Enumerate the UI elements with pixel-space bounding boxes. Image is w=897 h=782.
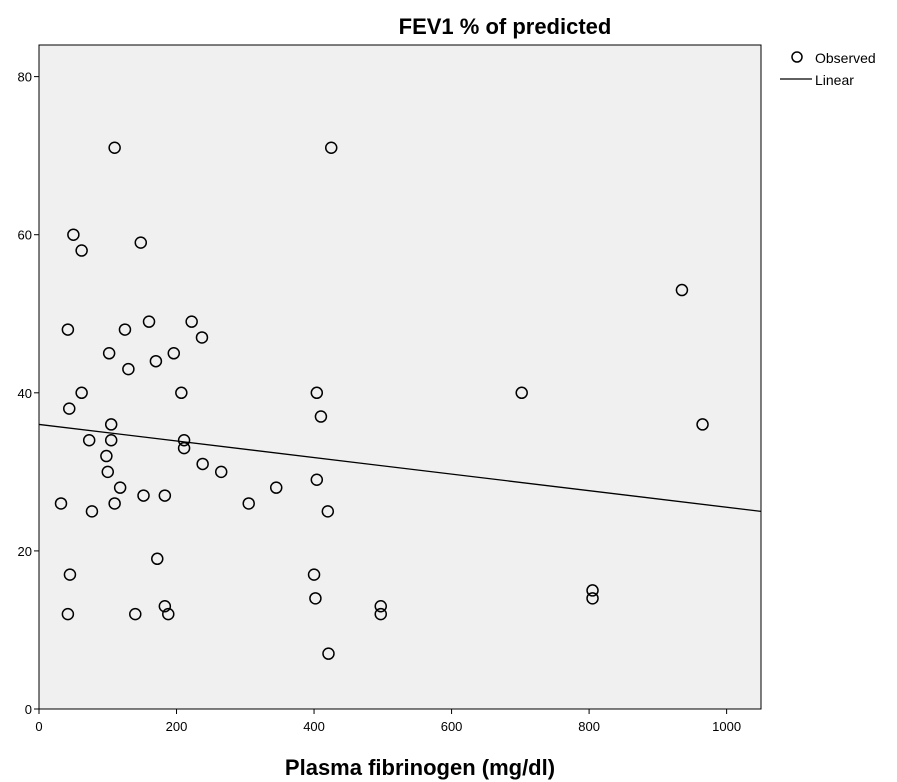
observed-point xyxy=(100,449,113,463)
observed-point xyxy=(122,362,135,376)
observed-point xyxy=(137,489,150,502)
legend-linear-label: Linear xyxy=(815,72,854,88)
observed-point xyxy=(310,473,324,487)
observed-point xyxy=(515,386,528,400)
observed-point xyxy=(75,386,88,400)
x-tick-label: 600 xyxy=(441,719,463,734)
chart-title: FEV1 % of predicted xyxy=(399,14,612,39)
observed-point xyxy=(82,433,96,447)
y-tick-label: 20 xyxy=(18,544,32,559)
observed-point xyxy=(177,441,191,455)
observed-point xyxy=(269,481,283,494)
x-axis-label: Plasma fibrinogen (mg/dl) xyxy=(285,755,555,780)
legend-observed-marker xyxy=(791,51,803,63)
observed-point xyxy=(75,244,88,257)
observed-point xyxy=(195,331,209,344)
observed-point xyxy=(54,497,68,510)
observed-point xyxy=(104,418,118,431)
x-tick-label: 400 xyxy=(303,719,325,734)
observed-point xyxy=(177,433,191,447)
legend: Observed Linear xyxy=(780,50,876,88)
observed-point xyxy=(149,354,163,368)
observed-point xyxy=(167,347,181,360)
observed-point xyxy=(696,418,709,431)
observed-point xyxy=(142,315,156,328)
observed-point xyxy=(586,592,599,605)
observed-point xyxy=(175,386,188,400)
observed-point xyxy=(63,402,76,415)
linear-fit-line xyxy=(38,423,762,513)
observed-point xyxy=(314,410,328,423)
observed-point xyxy=(67,228,80,241)
observed-point xyxy=(324,141,338,155)
observed-point xyxy=(108,497,121,510)
observed-point xyxy=(242,497,255,510)
observed-point xyxy=(129,607,142,621)
legend-observed-label: Observed xyxy=(815,50,876,66)
observed-point xyxy=(185,315,198,328)
y-tick-label: 60 xyxy=(18,228,32,243)
observed-point xyxy=(151,552,164,566)
observed-point xyxy=(61,323,75,336)
observed-point xyxy=(322,647,335,660)
y-tick-label: 40 xyxy=(18,386,32,401)
x-tick-label: 1000 xyxy=(712,719,741,734)
observed-point xyxy=(118,323,132,336)
observed-point xyxy=(374,599,387,613)
observed-point xyxy=(102,347,116,360)
fit-line-layer xyxy=(38,423,762,513)
observed-point xyxy=(101,465,115,479)
observed-point xyxy=(196,457,209,471)
observed-point xyxy=(108,141,121,155)
observed-point xyxy=(307,568,321,581)
observed-point xyxy=(104,433,118,447)
observed-point xyxy=(134,236,148,249)
y-tick-label: 0 xyxy=(25,702,32,717)
observed-point xyxy=(321,505,335,518)
x-tick-label: 800 xyxy=(578,719,600,734)
observed-point xyxy=(158,599,172,613)
observed-point xyxy=(158,489,172,502)
observed-point xyxy=(675,283,689,297)
observed-point xyxy=(310,386,324,400)
observed-point xyxy=(162,607,175,621)
observed-point xyxy=(63,568,77,581)
observed-point xyxy=(85,505,99,518)
observed-point xyxy=(214,465,228,479)
x-tick-label: 200 xyxy=(166,719,188,734)
plot-area xyxy=(38,44,762,710)
observed-point xyxy=(113,481,127,494)
points-layer xyxy=(54,141,709,660)
x-tick-label: 0 xyxy=(35,719,42,734)
observed-point xyxy=(61,607,75,621)
observed-point xyxy=(374,607,387,621)
observed-point xyxy=(309,592,322,605)
y-tick-label: 80 xyxy=(18,70,32,85)
observed-point xyxy=(586,584,599,597)
